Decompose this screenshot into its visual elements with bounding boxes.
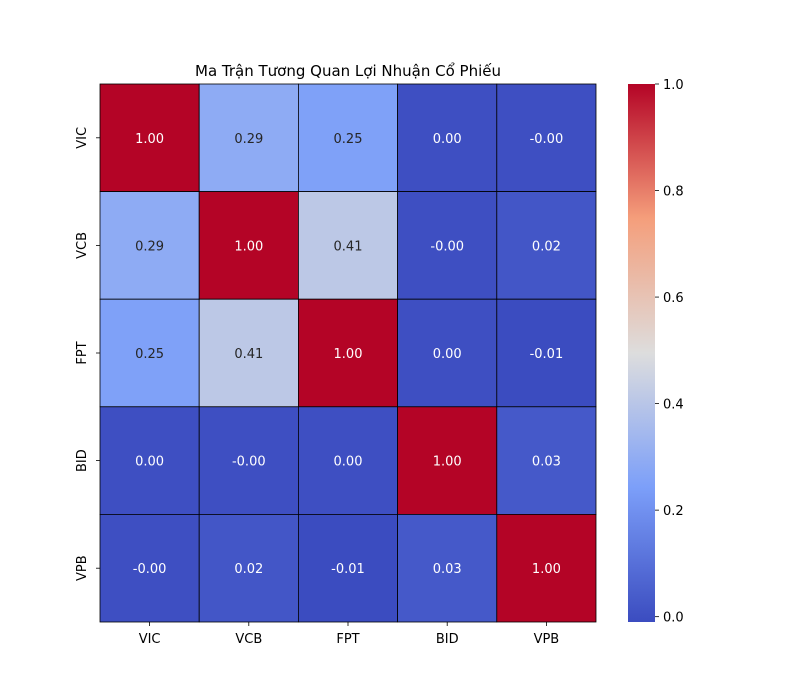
cell-value-label: 0.29 bbox=[234, 132, 263, 147]
cell-value-label: -0.00 bbox=[530, 132, 564, 147]
heatmap-cell-1-4 bbox=[496, 191, 597, 300]
heatmap-cell-0-3 bbox=[397, 83, 498, 192]
heatmap-cell-0-2 bbox=[297, 83, 398, 192]
cell-value-label: 0.00 bbox=[433, 132, 462, 147]
cell-value-label: 1.00 bbox=[532, 562, 561, 577]
colorbar-tick-label: 1.0 bbox=[663, 78, 684, 93]
heatmap-cell-2-1 bbox=[198, 298, 299, 408]
cell-value-label: 1.00 bbox=[433, 455, 462, 470]
colorbar: 0.0 0.2 0.4 0.6 0.8 1.0 bbox=[628, 78, 684, 626]
cell-value-label: 0.03 bbox=[433, 562, 462, 577]
heatmap-cell-0-0 bbox=[99, 83, 200, 192]
cell-value-label: 0.02 bbox=[532, 239, 561, 254]
x-tick-label: VPB bbox=[534, 632, 560, 647]
x-axis: VIC VCB FPT BID VPB bbox=[139, 622, 560, 647]
cell-value-label: 0.41 bbox=[334, 239, 363, 254]
heatmap-cell-1-2 bbox=[297, 191, 398, 300]
colorbar-gradient bbox=[628, 84, 655, 622]
cell-value-label: 0.00 bbox=[433, 347, 462, 362]
cell-value-label: -0.00 bbox=[133, 562, 167, 577]
heatmap-cell-1-0 bbox=[99, 191, 200, 300]
heatmap-cell-3-1 bbox=[198, 406, 299, 515]
heatmap-cell-4-1 bbox=[198, 514, 299, 623]
cell-value-label: 0.25 bbox=[135, 347, 164, 362]
colorbar-tick-label: 0.8 bbox=[663, 185, 684, 200]
x-tick-label: VCB bbox=[235, 632, 262, 647]
y-tick-label: FPT bbox=[75, 341, 90, 364]
cell-value-label: 0.00 bbox=[334, 455, 363, 470]
heatmap-cells: 1.00 0.29 0.25 0.00 -0.00 0.29 1.00 0.41 -0.00 0.… bbox=[99, 83, 597, 623]
colorbar-tick-label: 0.4 bbox=[663, 398, 684, 413]
colorbar-tick-label: 0.2 bbox=[663, 504, 684, 519]
heatmap-cell-4-2 bbox=[297, 514, 398, 623]
cell-value-label: -0.01 bbox=[331, 562, 365, 577]
cell-value-label: 0.41 bbox=[234, 347, 263, 362]
cell-value-label: 1.00 bbox=[234, 239, 263, 254]
cell-value-label: 0.25 bbox=[334, 132, 363, 147]
heatmap-cell-3-4 bbox=[496, 406, 597, 515]
cell-value-label: 0.02 bbox=[234, 562, 263, 577]
colorbar-tick-label: 0.6 bbox=[663, 291, 684, 306]
heatmap-cell-3-2 bbox=[297, 406, 398, 515]
heatmap-cell-3-3 bbox=[397, 406, 498, 515]
cell-value-label: 1.00 bbox=[135, 132, 164, 147]
heatmap-cell-0-4 bbox=[496, 83, 597, 192]
cell-value-label: 0.00 bbox=[135, 455, 164, 470]
heatmap-cell-2-4 bbox=[496, 298, 597, 408]
colorbar-tick-label: 0.0 bbox=[663, 611, 684, 626]
heatmap-cell-2-3 bbox=[397, 298, 498, 408]
cell-value-label: 0.29 bbox=[135, 239, 164, 254]
heatmap-cell-4-4 bbox=[496, 514, 597, 623]
y-tick-label: VPB bbox=[75, 555, 90, 581]
heatmap-cell-0-1 bbox=[198, 83, 299, 192]
x-tick-label: FPT bbox=[336, 632, 359, 647]
y-tick-label: BID bbox=[75, 449, 90, 472]
chart-title: Ma Trận Tương Quan Lợi Nhuận Cổ Phiếu bbox=[195, 62, 501, 80]
y-tick-label: VIC bbox=[75, 127, 90, 149]
y-tick-label: VCB bbox=[75, 232, 90, 259]
cell-value-label: -0.00 bbox=[430, 239, 464, 254]
cell-value-label: -0.01 bbox=[530, 347, 564, 362]
cell-value-label: 0.03 bbox=[532, 455, 561, 470]
cell-value-label: -0.00 bbox=[232, 455, 266, 470]
x-tick-label: BID bbox=[436, 632, 459, 647]
x-tick-label: VIC bbox=[139, 632, 161, 647]
heatmap-cell-4-0 bbox=[99, 514, 200, 623]
y-axis: VIC VCB FPT BID VPB bbox=[75, 127, 100, 581]
cell-value-label: 1.00 bbox=[334, 347, 363, 362]
heatmap-cell-2-2 bbox=[297, 298, 398, 408]
